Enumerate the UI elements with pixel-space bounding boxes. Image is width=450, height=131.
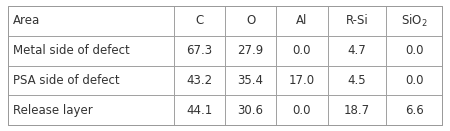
Bar [328,6,387,36]
Bar [174,66,225,95]
Bar [328,66,387,95]
Bar [8,95,174,125]
Bar [174,95,225,125]
Text: 0.0: 0.0 [292,104,311,117]
Bar [8,6,174,36]
Text: 17.0: 17.0 [289,74,315,87]
Bar [328,36,387,66]
Bar [276,95,328,125]
Text: 0.0: 0.0 [405,74,423,87]
Text: 0.0: 0.0 [405,44,423,57]
Bar [328,95,387,125]
Text: 18.7: 18.7 [344,104,370,117]
Bar [276,66,328,95]
Bar [225,95,276,125]
Bar [387,6,442,36]
Bar [174,6,225,36]
Text: SiO$_2$: SiO$_2$ [401,13,427,29]
Text: 43.2: 43.2 [186,74,212,87]
Bar [174,36,225,66]
Text: Al: Al [296,14,308,27]
Text: O: O [246,14,255,27]
Bar [8,36,174,66]
Bar [276,6,328,36]
Text: R-Si: R-Si [346,14,369,27]
Text: 44.1: 44.1 [186,104,212,117]
Text: 30.6: 30.6 [238,104,264,117]
Text: 35.4: 35.4 [238,74,264,87]
Text: PSA side of defect: PSA side of defect [14,74,120,87]
Text: 4.7: 4.7 [348,44,366,57]
Text: C: C [195,14,203,27]
Bar [387,66,442,95]
Text: Metal side of defect: Metal side of defect [14,44,130,57]
Bar [225,66,276,95]
Text: 6.6: 6.6 [405,104,423,117]
Bar [8,66,174,95]
Text: 27.9: 27.9 [238,44,264,57]
Text: 0.0: 0.0 [292,44,311,57]
Text: 4.5: 4.5 [348,74,366,87]
Text: Area: Area [14,14,40,27]
Bar [225,36,276,66]
Text: Release layer: Release layer [14,104,93,117]
Bar [387,95,442,125]
Text: 67.3: 67.3 [186,44,212,57]
Bar [276,36,328,66]
Bar [387,36,442,66]
Bar [225,6,276,36]
